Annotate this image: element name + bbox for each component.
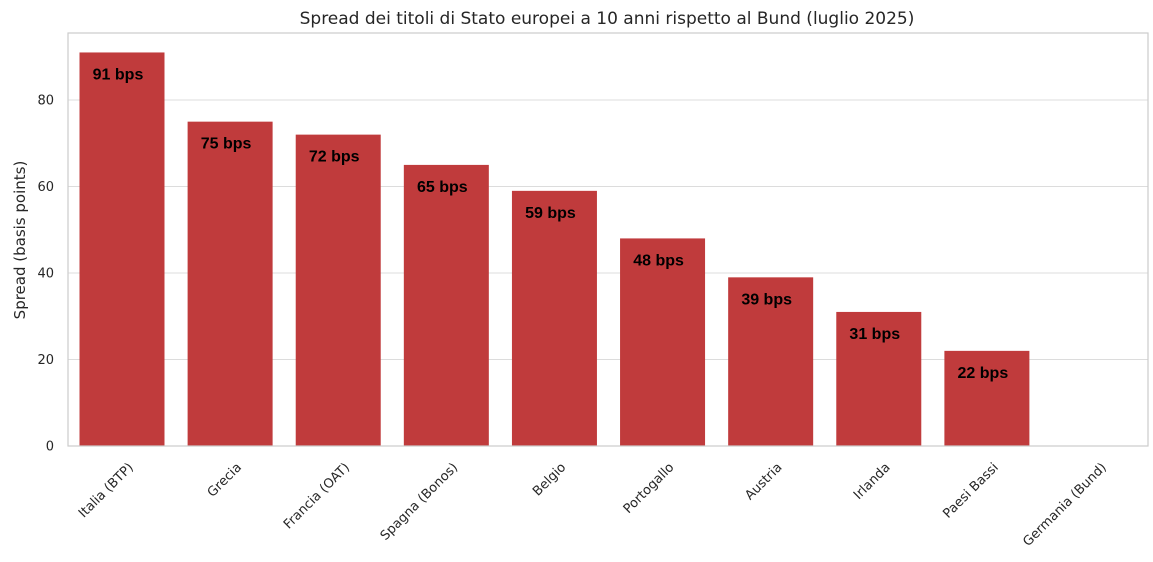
x-axis-ticks: Italia (BTP) Grecia Francia (OAT) Spagna (B… (76, 460, 1110, 550)
y-tick-label: 20 (37, 353, 54, 368)
chart-title: Spread dei titoli di Stato europei a 10 … (300, 9, 915, 29)
data-label: 31 bps (849, 326, 900, 343)
data-label: 65 bps (417, 179, 468, 196)
x-tick-label: Belgio (530, 460, 569, 499)
data-label: 48 bps (633, 252, 684, 269)
bar (403, 164, 489, 447)
plot-frame (67, 32, 1149, 447)
data-label: 59 bps (525, 205, 576, 222)
bar (79, 52, 165, 447)
data-label: 22 bps (958, 365, 1009, 382)
x-tick-label: Austria (742, 460, 785, 503)
data-label: 39 bps (741, 291, 792, 308)
x-tick-label: Francia (OAT) (281, 460, 353, 532)
data-label: 72 bps (309, 149, 360, 166)
x-tick-label: Spagna (Bonos) (378, 460, 461, 543)
data-label: 91 bps (93, 66, 144, 83)
data-labels: 91 bps 75 bps 72 bps 65 bps 59 bps 48 bps 39 b… (93, 66, 1009, 381)
data-label: 75 bps (201, 136, 252, 153)
x-tick-label: Italia (BTP) (76, 460, 137, 521)
y-tick-label: 80 (37, 94, 54, 109)
y-axis-label: Spread (basis points) (11, 161, 29, 320)
x-tick-label: Irlanda (851, 460, 894, 503)
bar (944, 350, 1030, 446)
bars (79, 52, 1030, 447)
y-tick-label: 60 (37, 180, 54, 195)
y-axis-ticks: 0 20 40 60 80 (37, 94, 54, 455)
y-tick-label: 40 (37, 267, 54, 282)
bar (511, 190, 597, 446)
x-tick-label: Paesi Bassi (940, 460, 1001, 521)
y-tick-label: 0 (46, 440, 54, 455)
bar (187, 121, 273, 446)
bar (728, 277, 814, 446)
bar (620, 238, 706, 446)
bar (836, 311, 922, 446)
x-tick-label: Germania (Bund) (1020, 460, 1109, 549)
x-tick-label: Portogallo (621, 460, 678, 517)
x-tick-label: Grecia (205, 460, 245, 500)
bar (295, 134, 381, 446)
